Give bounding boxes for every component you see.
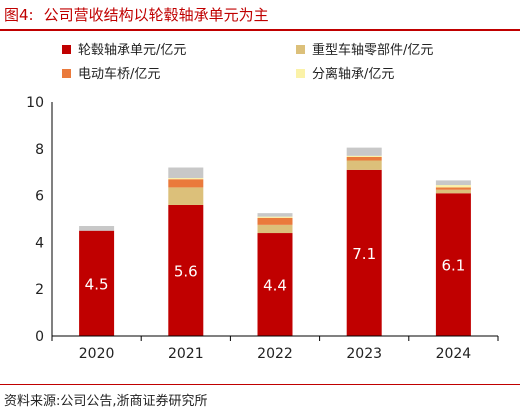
- x-tick-label-2022: 2022: [257, 346, 293, 362]
- bar-2021-series-3: [168, 179, 204, 188]
- figure-title-text: 公司营收结构以轮毂轴承单元为主: [43, 6, 269, 24]
- bar-2020-series-1: [79, 230, 115, 336]
- x-tick-label-2024: 2024: [436, 346, 472, 362]
- bar-2021-series-1: [168, 204, 204, 336]
- bar-2022-series-5: [257, 213, 293, 217]
- bar-2023-series-3: [346, 156, 382, 161]
- bar-2022-series-4: [257, 216, 293, 218]
- bar-value-label-2022: 4.4: [263, 277, 287, 295]
- bar-2022-series-2: [257, 224, 293, 234]
- source-note: 资料来源:公司公告,浙商证券研究所: [4, 394, 208, 409]
- legend-label-3: 电动车桥/亿元: [78, 66, 160, 82]
- bar-value-label-2023: 7.1: [352, 245, 376, 263]
- title-rule: [0, 29, 520, 31]
- legend-label-2: 重型车轴零部件/亿元: [312, 42, 433, 58]
- bar-value-label-2024: 6.1: [441, 257, 465, 275]
- source-rule: [0, 384, 520, 385]
- bar-2024-series-2: [435, 189, 471, 194]
- y-tick-label-0: 0: [35, 329, 44, 345]
- y-tick-label-4: 4: [35, 235, 44, 251]
- bar-2022-series-1: [257, 233, 293, 336]
- bar-2023-series-1: [346, 169, 382, 336]
- y-tick-label-10: 10: [26, 95, 44, 111]
- legend-label-4: 分离轴承/亿元: [312, 66, 394, 82]
- bar-2024-series-5: [435, 180, 471, 186]
- x-tick-label-2021: 2021: [168, 346, 204, 362]
- bar-value-label-2021: 5.6: [174, 262, 198, 280]
- bar-2023-series-5: [346, 147, 382, 156]
- bar-2023-series-2: [346, 160, 382, 170]
- bar-2021-series-5: [168, 167, 204, 179]
- bar-2021-series-4: [168, 178, 204, 180]
- legend-swatch-3: [62, 69, 71, 78]
- x-tick-label-2020: 2020: [79, 346, 115, 362]
- bar-2024-series-4: [435, 185, 471, 188]
- bar-2023-series-4: [346, 155, 382, 157]
- legend-swatch-4: [296, 69, 305, 78]
- legend-label-1: 轮毂轴承单元/亿元: [78, 43, 186, 58]
- figure-title: 图4: 公司营收结构以轮毂轴承单元为主: [4, 4, 269, 25]
- x-tick-label-2023: 2023: [346, 346, 382, 362]
- y-tick-label-6: 6: [35, 189, 44, 205]
- bar-2024-series-1: [435, 193, 471, 336]
- bar-2021-series-2: [168, 187, 204, 205]
- bar-2022-series-3: [257, 217, 293, 225]
- legend-swatch-2: [296, 45, 305, 54]
- legend-swatch-1: [62, 45, 71, 54]
- y-tick-label-2: 2: [35, 282, 44, 298]
- figure-number: 图4:: [4, 6, 34, 24]
- y-tick-label-8: 8: [35, 142, 44, 158]
- bar-2024-series-3: [435, 187, 471, 190]
- bar-value-label-2020: 4.5: [85, 275, 109, 293]
- bar-2020-series-5: [79, 226, 115, 231]
